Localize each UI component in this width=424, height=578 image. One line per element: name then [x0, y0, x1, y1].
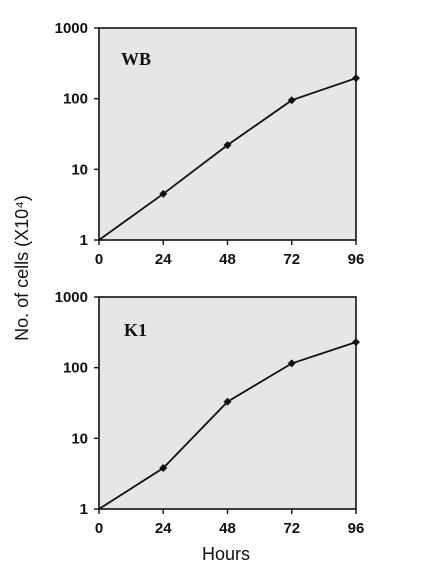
data-point — [159, 464, 168, 473]
x-tick-label: 0 — [95, 520, 103, 537]
data-point — [287, 359, 296, 368]
x-tick-label: 96 — [348, 251, 365, 268]
plot-area — [98, 27, 357, 241]
y-tick-label: 10 — [71, 430, 88, 447]
x-axis-title: Hours — [202, 544, 250, 564]
x-tick-label: 48 — [219, 520, 236, 537]
y-tick-label: 100 — [63, 360, 88, 377]
chart-panel-wb: 1 10 100 1000 0 24 48 72 96 WB — [55, 20, 365, 268]
data-point — [287, 96, 296, 105]
y-tick-label: 1 — [80, 501, 88, 518]
x-tick-label: 24 — [155, 251, 172, 268]
y-tick-label: 1000 — [55, 20, 88, 37]
chart-panels: 1 10 100 1000 0 24 48 72 96 WB 1 10 100 1000 0 24 48 72 96… — [55, 20, 365, 537]
panel-label: K1 — [124, 320, 147, 340]
panel-label: WB — [121, 49, 151, 69]
x-tick-label: 0 — [95, 251, 103, 268]
data-point — [352, 74, 360, 83]
y-tick-label: 100 — [63, 91, 88, 108]
x-tick-label: 72 — [283, 251, 300, 268]
y-tick-label: 1 — [80, 232, 88, 249]
x-tick-label: 72 — [283, 520, 300, 537]
data-point — [159, 189, 168, 198]
y-axis-title: No. of cells (X10⁴) — [12, 195, 32, 341]
data-point — [223, 397, 232, 406]
y-tick-label: 1000 — [55, 289, 88, 306]
chart-panel-k1: 1 10 100 1000 0 24 48 72 96 K1 — [55, 289, 365, 537]
x-tick-label: 48 — [219, 251, 236, 268]
x-tick-label: 24 — [155, 520, 172, 537]
data-point — [223, 141, 232, 150]
y-tick-label: 10 — [71, 161, 88, 178]
data-point — [352, 338, 360, 347]
x-tick-label: 96 — [348, 520, 365, 537]
